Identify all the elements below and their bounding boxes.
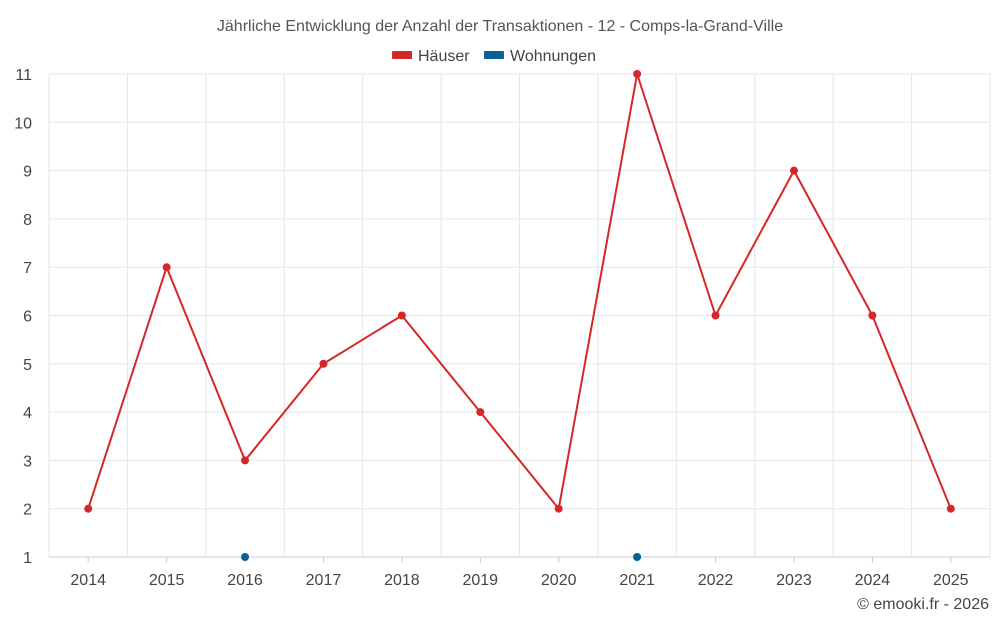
x-tick-label: 2022 (698, 572, 734, 589)
data-point[interactable] (397, 311, 406, 320)
series-0 (84, 70, 955, 513)
y-tick-label: 9 (23, 164, 32, 181)
y-tick-label: 4 (23, 405, 32, 422)
y-tick-label: 10 (14, 115, 32, 132)
legend-label-haeuser: Häuser (418, 48, 470, 65)
data-point[interactable] (241, 553, 250, 561)
y-tick-label: 3 (23, 453, 32, 470)
y-tick-label: 2 (23, 502, 32, 519)
y-tick-label: 1 (23, 550, 32, 567)
legend-item-wohnungen[interactable]: Wohnungen (484, 48, 596, 65)
y-tick-label: 7 (23, 260, 32, 277)
data-point[interactable] (711, 311, 720, 320)
data-point[interactable] (319, 359, 328, 368)
y-tick-label: 8 (23, 212, 32, 229)
legend-item-haeuser[interactable]: Häuser (392, 48, 470, 65)
data-point[interactable] (868, 311, 877, 320)
data-point[interactable] (554, 504, 563, 513)
x-tick-label: 2021 (619, 572, 655, 589)
data-point[interactable] (241, 456, 250, 465)
series-line (87, 73, 952, 512)
legend-swatch-wohnungen (484, 51, 504, 59)
credit-text: © emooki.fr - 2026 (857, 596, 989, 613)
x-tick-label: 2020 (541, 572, 577, 589)
x-tick-label: 2014 (70, 572, 106, 589)
series-1 (241, 553, 642, 561)
x-tick-label: 2023 (776, 572, 812, 589)
data-point[interactable] (476, 408, 485, 417)
y-axis-ticks: 1 2 3 4 5 6 7 8 9 10 11 (14, 67, 32, 567)
data-point[interactable] (633, 70, 642, 78)
legend: Häuser Wohnungen (392, 48, 596, 65)
legend-label-wohnungen: Wohnungen (510, 48, 596, 65)
y-tick-label: 5 (23, 357, 32, 374)
series (84, 70, 955, 561)
x-tick-label: 2016 (227, 572, 263, 589)
x-tick-label: 2025 (933, 572, 969, 589)
data-point[interactable] (633, 553, 642, 561)
y-tick-label: 11 (15, 67, 32, 84)
y-tick-label: 6 (23, 309, 32, 326)
chart-title: Jährliche Entwicklung der Anzahl der Tra… (217, 18, 783, 35)
data-point[interactable] (789, 166, 798, 175)
x-tick-label: 2024 (855, 572, 891, 589)
legend-swatch-haeuser (392, 51, 412, 59)
x-tick-label: 2019 (462, 572, 498, 589)
x-tick-label: 2018 (384, 572, 420, 589)
data-point[interactable] (84, 504, 93, 513)
x-tick-label: 2015 (149, 572, 185, 589)
data-point[interactable] (162, 263, 171, 272)
grid (48, 73, 991, 558)
x-axis-ticks: 2014 2015 2016 2017 2018 2019 2020 2021 2022 2023… (70, 557, 969, 589)
data-point[interactable] (946, 504, 955, 513)
x-tick-label: 2017 (306, 572, 342, 589)
